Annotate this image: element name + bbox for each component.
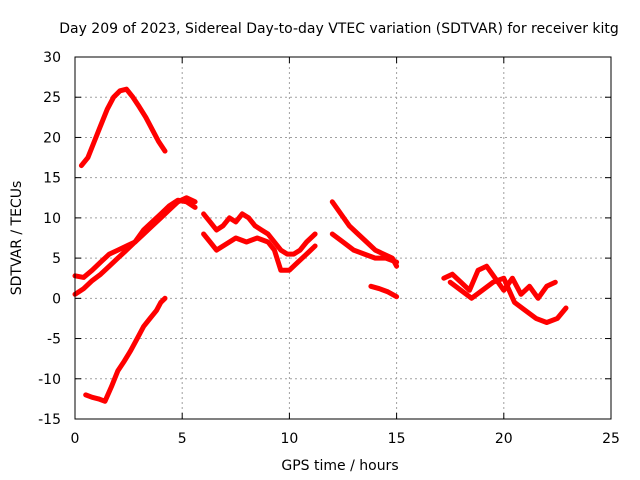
y-tick-label: -15 <box>38 412 61 428</box>
series-arc-end-a <box>441 263 558 301</box>
y-axis-label: SDTVAR / TECUs <box>9 181 25 296</box>
y-tick-label: 15 <box>43 171 61 187</box>
y-tick-label: 20 <box>43 130 61 146</box>
series-arc-rising-b <box>72 197 198 297</box>
y-tick-label: 25 <box>43 90 61 106</box>
y-tick-label: 5 <box>52 251 61 267</box>
chart-title: Day 209 of 2023, Sidereal Day-to-day VTE… <box>59 21 619 37</box>
y-tick-label: 10 <box>43 211 61 227</box>
series-arc-mid-a <box>201 211 318 257</box>
y-tick-label: 0 <box>52 291 61 307</box>
x-tick-label: 10 <box>280 431 298 447</box>
x-tick-label: 15 <box>388 431 406 447</box>
y-tick-label: 30 <box>43 50 61 66</box>
grid-layer <box>75 57 611 419</box>
plot-area-border <box>74 56 612 420</box>
x-tick-label: 20 <box>495 431 513 447</box>
series-arc-late-c <box>368 283 400 300</box>
y-tick-label: -10 <box>38 372 61 388</box>
x-tick-label: 5 <box>178 431 187 447</box>
x-axis-label: GPS time / hours <box>281 458 398 474</box>
x-tick-label: 0 <box>71 431 80 447</box>
series-arc-rising-a <box>72 195 198 280</box>
series-arc-end-b <box>447 275 569 325</box>
series-arc-high <box>78 86 168 169</box>
x-tick-label: 25 <box>602 431 620 447</box>
series-arc-mid-b <box>201 231 318 273</box>
plot-frame <box>74 56 612 420</box>
tick-layer: 0 5 10 15 20 25 -15 -10 -5 0 5 10 15 20 25 30 <box>38 50 620 447</box>
series-arc-late-b <box>329 231 400 265</box>
series-arc-negative <box>83 295 168 404</box>
y-tick-label: -5 <box>47 332 61 348</box>
data-layer <box>72 86 569 404</box>
